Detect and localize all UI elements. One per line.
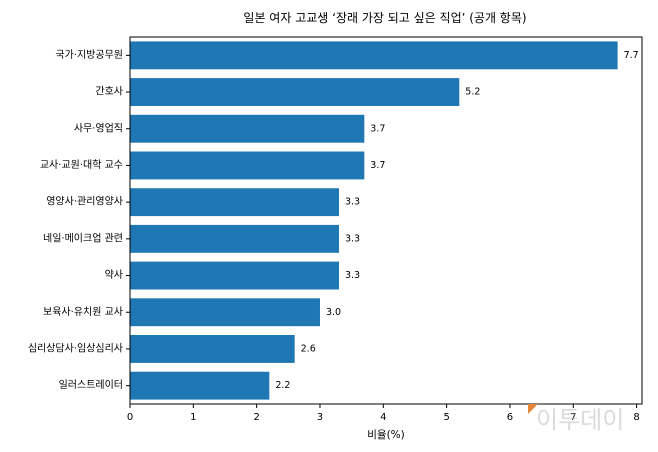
watermark-text: 이투데이 — [536, 406, 624, 434]
bar — [130, 114, 365, 143]
x-tick-label: 0 — [127, 412, 133, 423]
bar — [130, 188, 339, 217]
category-label: 보육사·유치원 교사 — [43, 306, 123, 318]
chart-title: 일본 여자 고교생 ‘장래 가장 되고 싶은 직업’ (공개 항목) — [243, 11, 526, 25]
x-axis: 0 1 2 3 4 5 6 7 8 — [127, 404, 640, 423]
watermark: 이투데이 — [528, 404, 624, 434]
value-label: 3.7 — [370, 160, 385, 171]
x-tick-label: 8 — [633, 412, 639, 423]
bar — [130, 298, 320, 327]
value-labels: 7.7 5.2 3.7 3.7 3.3 3.3 3.3 3.0 2.6 2.2 — [275, 50, 638, 391]
category-label: 교사·교원·대학 교수 — [40, 159, 123, 171]
category-label: 약사 — [105, 269, 123, 281]
value-label: 3.3 — [345, 233, 360, 244]
value-label: 7.7 — [624, 50, 639, 61]
value-label: 5.2 — [465, 87, 480, 98]
bar — [130, 371, 270, 400]
category-label: 영양사·관리영양사 — [46, 196, 123, 208]
x-tick-label: 5 — [443, 412, 449, 423]
bar — [130, 335, 295, 363]
category-label: 일러스트레이터 — [59, 379, 123, 391]
x-tick-label: 1 — [190, 412, 196, 423]
value-label: 2.2 — [275, 380, 290, 391]
plot-frame — [129, 36, 643, 405]
value-label: 3.3 — [345, 270, 360, 281]
x-tick-label: 7 — [570, 412, 576, 423]
x-axis-label: 비율(%) — [367, 429, 405, 441]
category-label: 간호사 — [95, 86, 123, 98]
category-label: 사무·영업직 — [74, 121, 123, 134]
bar — [130, 78, 460, 106]
category-label: 국가·지방공무원 — [55, 49, 123, 61]
watermark-logo-mark — [528, 404, 538, 414]
bar — [130, 41, 618, 70]
bar — [130, 261, 339, 290]
x-tick-label: 2 — [253, 412, 259, 423]
bar — [130, 224, 339, 253]
value-label: 3.7 — [370, 123, 385, 134]
x-tick-label: 4 — [380, 412, 386, 423]
x-tick-label: 3 — [317, 412, 323, 423]
bars-group — [130, 41, 618, 400]
category-label: 심리상담사·임상심리사 — [28, 341, 123, 354]
value-label: 3.3 — [345, 197, 360, 208]
value-label: 3.0 — [326, 307, 341, 318]
bar — [130, 151, 365, 180]
value-label: 2.6 — [301, 343, 316, 354]
category-label: 네일·메이크업 관련 — [43, 231, 123, 244]
x-tick-label: 6 — [507, 412, 513, 423]
